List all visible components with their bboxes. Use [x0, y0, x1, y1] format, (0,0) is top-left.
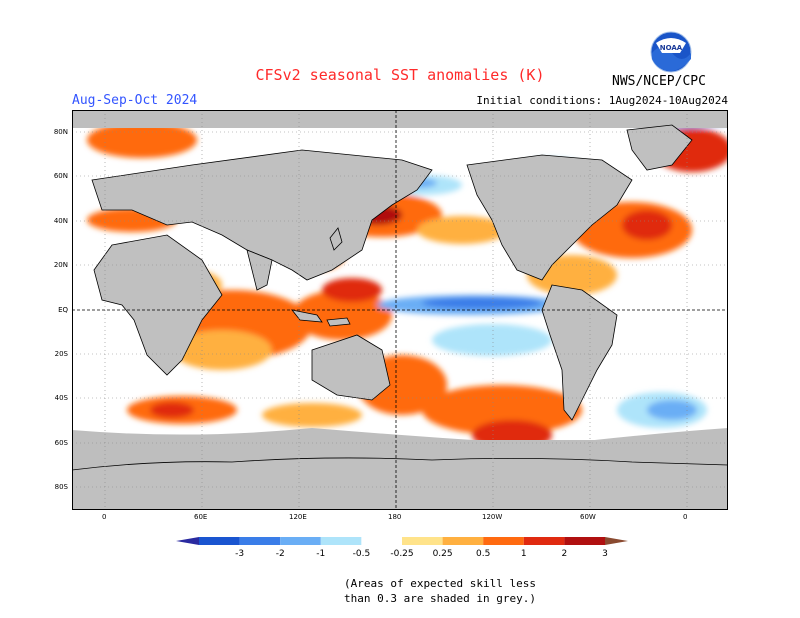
legend-swatch: [564, 537, 605, 545]
map-frame: [72, 110, 728, 510]
legend-swatch: [523, 537, 565, 545]
legend-tick-label: -0.25: [390, 549, 413, 559]
season-label: Aug-Sep-Oct 2024: [72, 93, 198, 108]
legend-tick-label: 0.5: [476, 549, 490, 559]
skill-note: (Areas of expected skill less than 0.3 a…: [0, 576, 800, 606]
lat-label: 40S: [54, 394, 68, 402]
lon-label: 120W: [482, 513, 503, 521]
legend-arrow-right: [605, 537, 628, 545]
land-masses: [72, 124, 728, 510]
lon-label: 120E: [289, 513, 307, 521]
lat-label: 20S: [54, 350, 68, 358]
legend-tick-label: -3: [235, 549, 244, 559]
legend-swatch: [442, 537, 484, 545]
lon-label: 60W: [580, 513, 596, 521]
lat-label: 60N: [53, 172, 68, 180]
legend-swatch: [361, 537, 402, 545]
legend-swatch: [402, 537, 443, 545]
lat-labels: 80N 60N 40N 20N EQ 20S 40S 60S 80S: [48, 110, 68, 510]
legend-swatch: [199, 537, 240, 545]
legend-tick-label: 1: [521, 549, 527, 559]
lon-labels: 0 60E 120E 180 120W 60W 0: [72, 513, 728, 525]
lat-label: 40N: [53, 217, 68, 225]
map-title: CFSv2 seasonal SST anomalies (K): [255, 66, 545, 84]
legend-swatch: [280, 537, 321, 545]
lon-label: 0: [102, 513, 107, 521]
legend-tick-label: -2: [276, 549, 285, 559]
lat-label: 80S: [54, 483, 68, 491]
lat-label: 60S: [54, 439, 68, 447]
lon-label: 180: [388, 513, 402, 521]
lon-label: 60E: [194, 513, 208, 521]
lat-label: EQ: [58, 306, 68, 314]
legend-tick-label: -1: [316, 549, 325, 559]
skill-note-line1: (Areas of expected skill less: [343, 577, 537, 590]
svg-text:NOAA: NOAA: [660, 44, 683, 52]
legend-swatch: [483, 537, 524, 545]
agency-label: NWS/NCEP/CPC: [612, 74, 706, 89]
legend-tick-label: 3: [602, 549, 608, 559]
noaa-logo-icon: NOAA: [650, 31, 692, 73]
sst-anomaly-map: [72, 110, 728, 510]
legend-arrow-left: [176, 537, 199, 545]
legend-tick-label: -0.5: [353, 549, 371, 559]
lat-label: 80N: [53, 128, 68, 136]
skill-note-line2: than 0.3 are shaded in grey.): [343, 592, 537, 605]
lon-label: 0: [683, 513, 688, 521]
color-legend: -3 -2 -1 -0.5 -0.25 0.25 0.5 1 2 3: [176, 537, 628, 559]
legend-swatch: [320, 537, 362, 545]
initial-conditions: Initial conditions: 1Aug2024-10Aug2024: [476, 94, 728, 107]
legend-swatch: [239, 537, 281, 545]
legend-tick-label: 2: [562, 549, 568, 559]
lat-label: 20N: [53, 261, 68, 269]
legend-tick-label: 0.25: [433, 549, 453, 559]
